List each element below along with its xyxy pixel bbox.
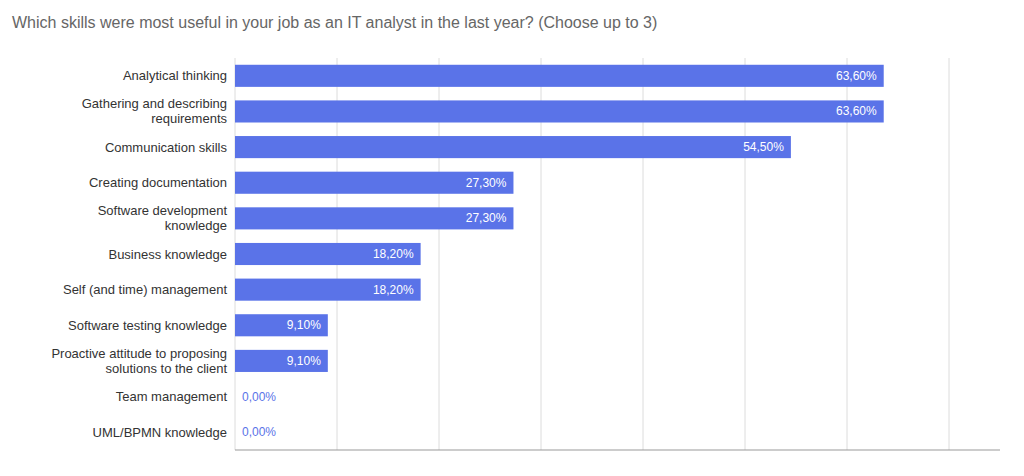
category-label: UML/BPMN knowledge xyxy=(93,425,227,440)
bar xyxy=(235,350,328,372)
category-label: Gathering and describingrequirements xyxy=(82,96,228,126)
data-label: 63,60% xyxy=(836,104,877,118)
bar xyxy=(235,385,236,407)
axis-line xyxy=(235,450,1000,451)
chart: Which skills were most useful in your jo… xyxy=(0,0,1024,476)
category-label: Analytical thinking xyxy=(123,68,227,83)
data-label: 27,30% xyxy=(466,176,507,190)
bar xyxy=(235,421,236,443)
category-label: Self (and time) management xyxy=(63,282,227,297)
bar xyxy=(235,172,513,194)
category-label: Proactive attitude to proposingsolutions… xyxy=(51,346,227,376)
category-label: Team management xyxy=(116,389,228,404)
title: Which skills were most useful in your jo… xyxy=(12,14,657,31)
data-label: 18,20% xyxy=(373,247,414,261)
bar xyxy=(235,243,421,265)
data-label: 63,60% xyxy=(836,69,877,83)
bar xyxy=(235,207,513,229)
data-label: 0,00% xyxy=(242,425,276,439)
category-label: Creating documentation xyxy=(89,175,227,190)
bar xyxy=(235,100,884,122)
bars xyxy=(235,65,884,372)
data-labels: 0,00% 0,00% 9,10% 9,10% 18,20% 18,20% 27,30% 27… xyxy=(242,69,877,439)
bar xyxy=(235,65,884,87)
data-label: 54,50% xyxy=(743,140,784,154)
grid-line xyxy=(949,58,950,450)
bar xyxy=(235,314,328,336)
data-label: 0,00% xyxy=(242,390,276,404)
bar xyxy=(235,279,421,301)
category-labels: UML/BPMN knowledge Team management Proacti… xyxy=(51,68,227,439)
category-label: Business knowledge xyxy=(108,247,227,262)
data-label: 18,20% xyxy=(373,283,414,297)
data-label: 27,30% xyxy=(466,211,507,225)
category-label: Software developmentknowledge xyxy=(98,203,228,233)
chart-container: Which skills were most useful in your jo… xyxy=(0,0,1024,476)
category-label: Software testing knowledge xyxy=(68,318,227,333)
data-label: 9,10% xyxy=(287,318,321,332)
category-label: Communication skills xyxy=(105,140,228,155)
data-label: 9,10% xyxy=(287,354,321,368)
bar xyxy=(235,136,791,158)
grid xyxy=(235,58,949,450)
